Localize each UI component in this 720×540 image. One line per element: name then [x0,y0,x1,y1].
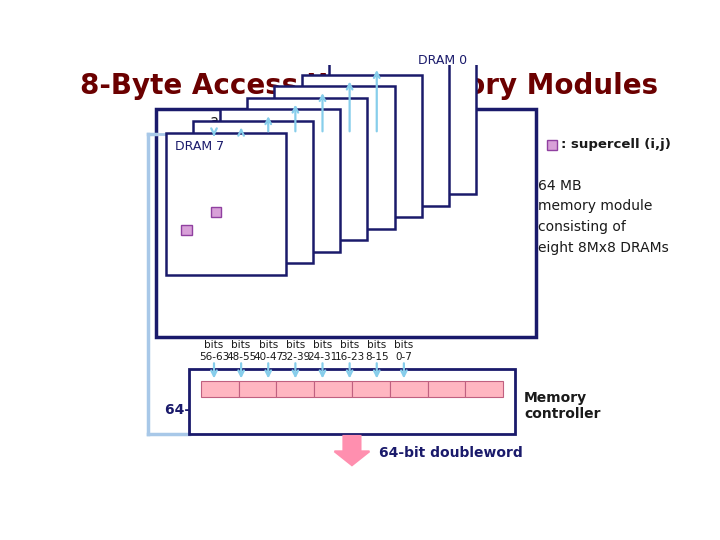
Bar [201,381,238,397]
Text: addr (row = i,  col = j): addr (row = i, col = j) [210,114,420,129]
Text: bits
32-39: bits 32-39 [280,340,310,362]
Text: 32 31: 32 31 [339,370,365,379]
Bar [356,52,476,194]
Bar [547,140,557,150]
Text: : supercell (i,j): : supercell (i,j) [561,138,671,151]
Bar [270,172,280,182]
Text: 8-Byte Access With Memory Modules: 8-Byte Access With Memory Modules [80,72,658,100]
Bar [274,86,395,229]
Bar [276,381,314,397]
Text: 48 47: 48 47 [264,370,289,379]
Bar [240,190,251,200]
Text: bits
40-47: bits 40-47 [253,340,283,362]
Bar [189,369,515,434]
Text: bits
0-7: bits 0-7 [395,340,413,362]
Text: bits
48-55: bits 48-55 [226,340,256,362]
Text: A: A [469,403,480,417]
Text: Memory
controller: Memory controller [524,390,600,421]
Text: 56 55: 56 55 [225,370,251,379]
Bar [390,381,428,397]
Bar [314,381,352,397]
Bar [220,110,341,252]
Text: bits
8-15: bits 8-15 [365,340,389,362]
Text: 0: 0 [500,370,506,379]
Bar [352,381,390,397]
Text: DRAM 7: DRAM 7 [175,139,225,152]
Bar [358,119,368,129]
Bar [156,110,536,336]
Bar [238,381,276,397]
Bar [181,225,192,235]
Bar [300,154,310,164]
Bar [387,101,397,111]
Bar [193,121,313,264]
Bar [302,75,422,217]
Text: 64-bit doubleword at main memory address: 64-bit doubleword at main memory address [165,403,513,417]
Text: 24 23: 24 23 [377,370,402,379]
Bar [329,137,339,147]
Bar [329,63,449,206]
Text: bits
56-63: bits 56-63 [199,340,229,362]
Text: bits
16-23: bits 16-23 [335,340,365,362]
Text: bits
24-31: bits 24-31 [307,340,338,362]
Bar [248,98,367,240]
Bar [465,381,503,397]
FancyArrow shape [335,436,369,465]
Text: 64-bit doubleword: 64-bit doubleword [379,446,523,460]
Bar [166,132,286,275]
Bar [211,207,221,218]
Text: 63: 63 [195,370,207,379]
Text: DRAM 0: DRAM 0 [418,54,467,67]
Text: 40 39: 40 39 [301,370,327,379]
Bar [428,381,465,397]
Text: 16 15: 16 15 [415,370,441,379]
Text: 64 MB
memory module
consisting of
eight 8Mx8 DRAMs: 64 MB memory module consisting of eight … [538,179,669,254]
Text: 8 7: 8 7 [458,370,472,379]
